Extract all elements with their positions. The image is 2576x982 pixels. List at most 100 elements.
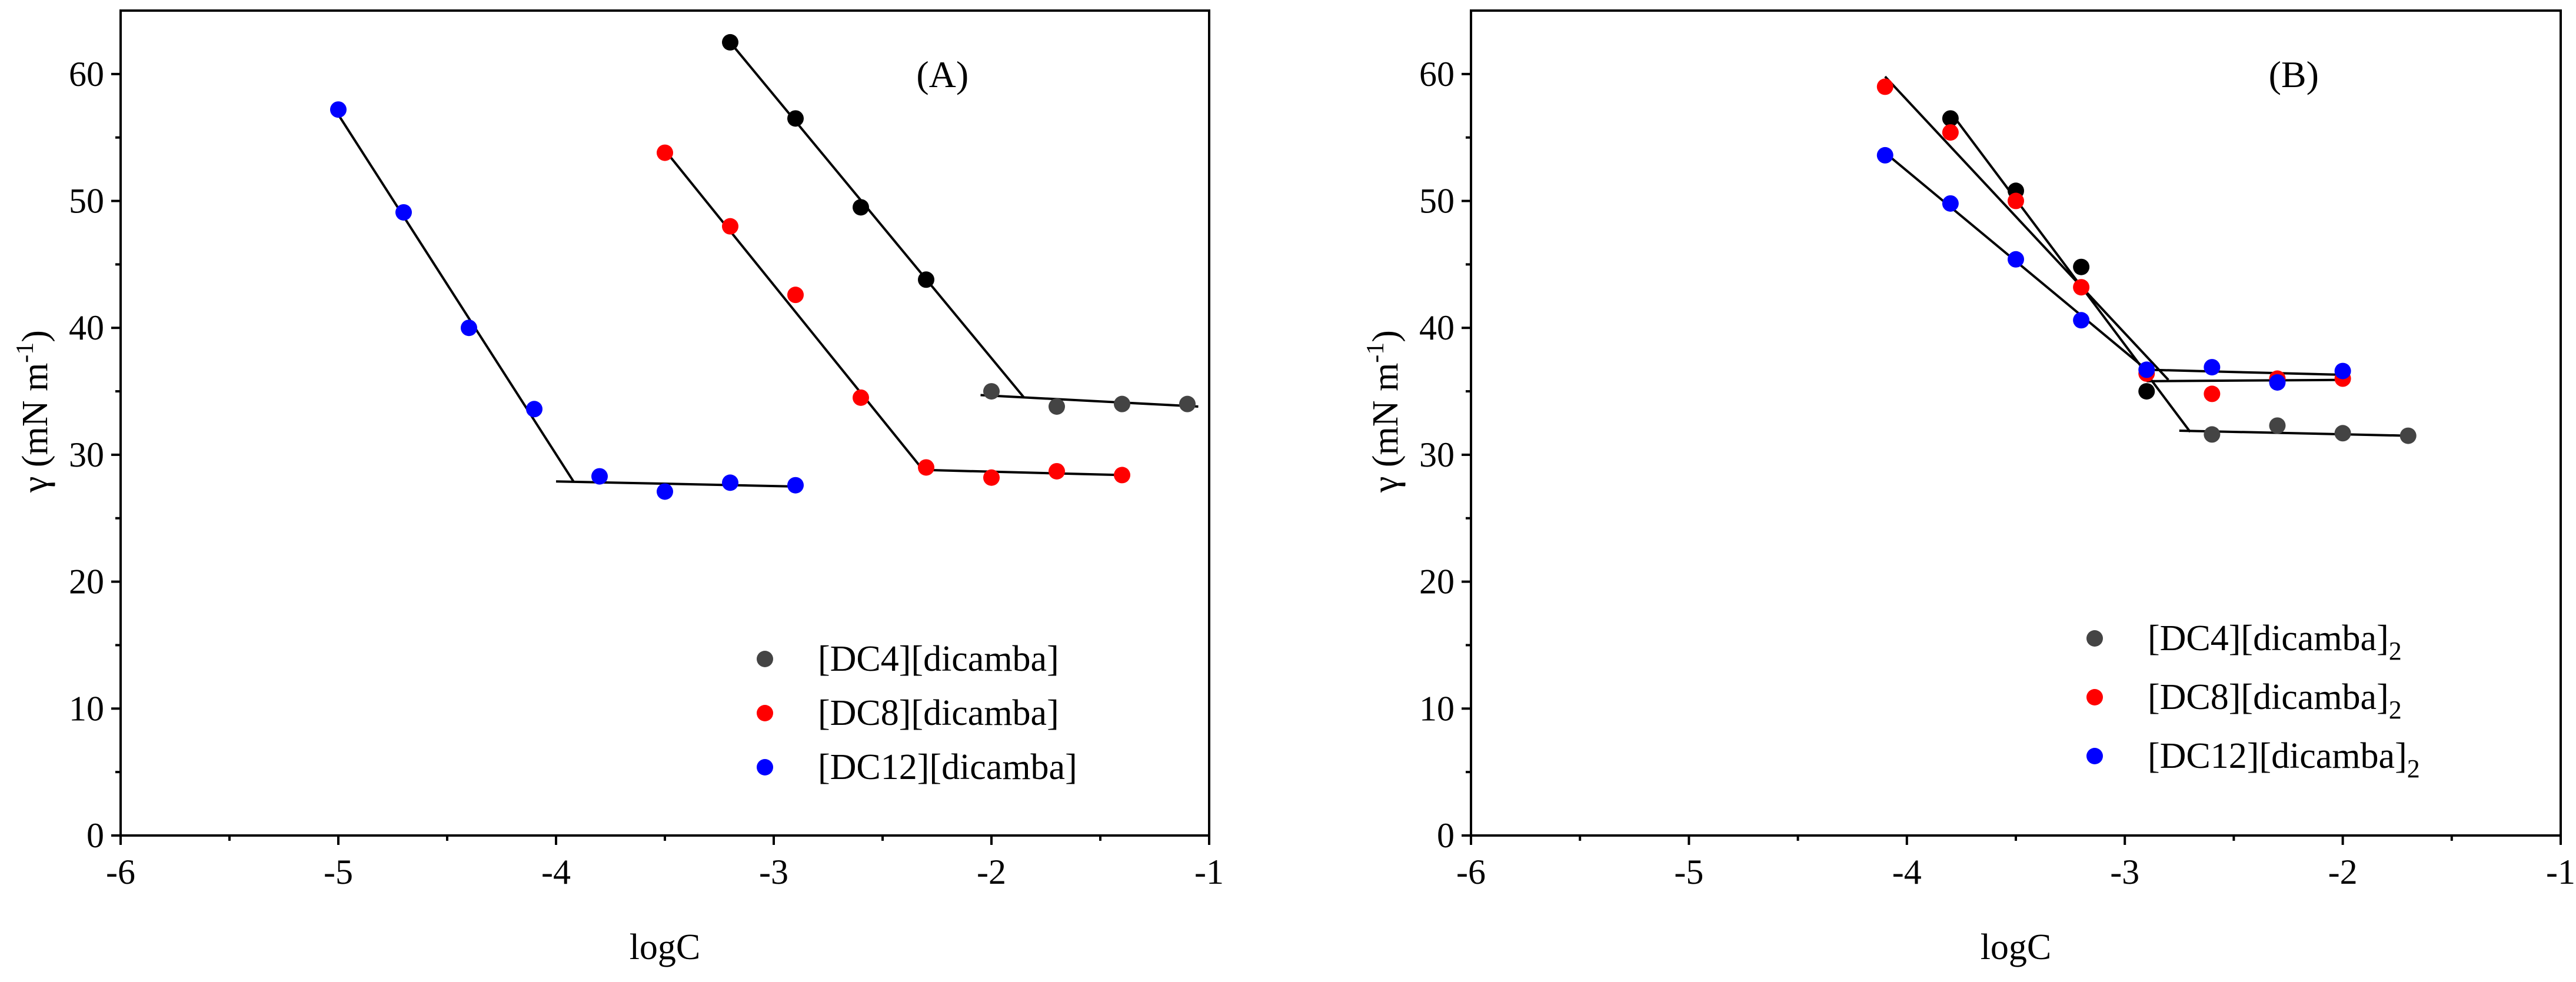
data-point xyxy=(722,218,738,235)
y-tick-label: 20 xyxy=(69,562,104,601)
data-point xyxy=(787,287,804,304)
data-point xyxy=(2204,426,2221,443)
data-point xyxy=(330,101,347,118)
data-point xyxy=(1114,395,1130,412)
data-point xyxy=(787,110,804,127)
data-point xyxy=(2204,359,2221,376)
y-tick-label: 60 xyxy=(1419,55,1455,94)
data-point xyxy=(2008,192,2024,209)
legend-label-sub: 2 xyxy=(2389,637,2402,665)
data-point xyxy=(2334,362,2351,380)
data-point xyxy=(2073,312,2090,329)
legend-label: [DC4][dicamba]2 xyxy=(2148,618,2402,665)
data-point xyxy=(1049,398,1065,415)
data-point xyxy=(1942,195,1959,212)
y-tick-label: 0 xyxy=(1437,816,1455,855)
data-point xyxy=(2138,361,2155,378)
x-tick-label: -3 xyxy=(2110,853,2139,891)
data-point xyxy=(853,389,869,406)
data-point xyxy=(853,199,869,216)
panel-label: (B) xyxy=(2269,54,2319,95)
data-point xyxy=(2334,425,2351,442)
data-point xyxy=(983,469,1000,486)
y-tick-label: 20 xyxy=(1419,562,1455,601)
data-point xyxy=(1179,395,1196,412)
data-point xyxy=(722,34,738,51)
data-point xyxy=(787,477,804,494)
x-tick-label: -6 xyxy=(106,853,135,891)
y-axis-label-sup: -1 xyxy=(1362,342,1389,363)
legend-label-sub: 2 xyxy=(2407,754,2420,783)
legend-marker xyxy=(2086,630,2103,647)
legend-label: [DC12][dicamba]2 xyxy=(2148,736,2420,783)
data-point xyxy=(722,474,738,491)
fit-line xyxy=(2146,368,2343,377)
data-point xyxy=(395,204,412,221)
legend-marker xyxy=(757,651,773,667)
data-point xyxy=(657,144,673,161)
y-axis-label-close: ) xyxy=(15,330,55,342)
legend-label-main: [DC8][dicamba] xyxy=(2148,677,2389,717)
x-axis-label: logC xyxy=(1981,927,2052,967)
y-tick-label: 50 xyxy=(69,182,104,221)
data-point xyxy=(2204,385,2221,402)
legend-label: [DC8][dicamba]2 xyxy=(2148,677,2402,724)
legend-label-main: [DC8][dicamba] xyxy=(818,693,1059,733)
data-point xyxy=(2073,258,2090,275)
fit-line xyxy=(980,394,1199,408)
data-point xyxy=(1942,124,1959,141)
y-axis-label-close: ) xyxy=(1366,330,1406,342)
legend-label: [DC12][dicamba] xyxy=(818,747,1077,787)
legend-label-main: [DC4][dicamba] xyxy=(2148,618,2389,658)
fit-line xyxy=(1949,111,2191,433)
fit-line xyxy=(1884,75,2169,381)
y-tick-label: 50 xyxy=(1419,182,1455,221)
legend-label-sub: 2 xyxy=(2389,695,2402,724)
y-tick-label: 30 xyxy=(1419,435,1455,474)
x-tick-label: -1 xyxy=(1194,853,1224,891)
legend-label: [DC8][dicamba] xyxy=(818,693,1059,733)
x-tick-label: -3 xyxy=(759,853,788,891)
data-point xyxy=(461,319,477,337)
y-tick-label: 40 xyxy=(69,308,104,347)
data-point xyxy=(1876,78,1893,95)
legend-label: [DC4][dicamba] xyxy=(818,639,1059,679)
y-tick-label: 60 xyxy=(69,55,104,94)
fit-line xyxy=(337,114,575,482)
data-point xyxy=(2138,383,2155,400)
data-point xyxy=(1049,462,1065,480)
fit-line xyxy=(926,468,1123,477)
data-point xyxy=(2008,251,2024,268)
y-tick-label: 0 xyxy=(86,816,104,855)
y-tick-label: 10 xyxy=(69,689,104,728)
y-tick-label: 10 xyxy=(1419,689,1455,728)
fit-line xyxy=(555,480,796,488)
y-axis-label-main: γ (mN m xyxy=(1366,363,1406,493)
y-axis-label: γ (mN m-1) xyxy=(1362,330,1406,493)
fit-line xyxy=(664,149,927,475)
legend-marker xyxy=(757,759,773,775)
x-axis-label: logC xyxy=(630,927,701,967)
data-point xyxy=(2399,427,2417,444)
x-tick-label: -4 xyxy=(541,853,571,891)
legend-marker xyxy=(757,705,773,721)
x-tick-label: -2 xyxy=(2328,853,2358,891)
y-axis-label-main: γ (mN m xyxy=(15,363,55,493)
x-tick-label: -4 xyxy=(1892,853,1922,891)
data-point xyxy=(2269,417,2286,434)
fit-line xyxy=(729,41,1026,399)
fit-line xyxy=(2146,378,2343,382)
data-point xyxy=(2073,279,2090,296)
x-tick-label: -2 xyxy=(977,853,1006,891)
y-tick-label: 40 xyxy=(1419,308,1455,347)
x-tick-label: -6 xyxy=(1456,853,1486,891)
panel-label: (A) xyxy=(916,54,969,95)
data-point xyxy=(526,401,543,418)
y-axis-label-sup: -1 xyxy=(12,342,39,363)
data-point xyxy=(918,271,934,288)
data-point xyxy=(2269,374,2286,391)
x-tick-label: -5 xyxy=(324,853,353,891)
